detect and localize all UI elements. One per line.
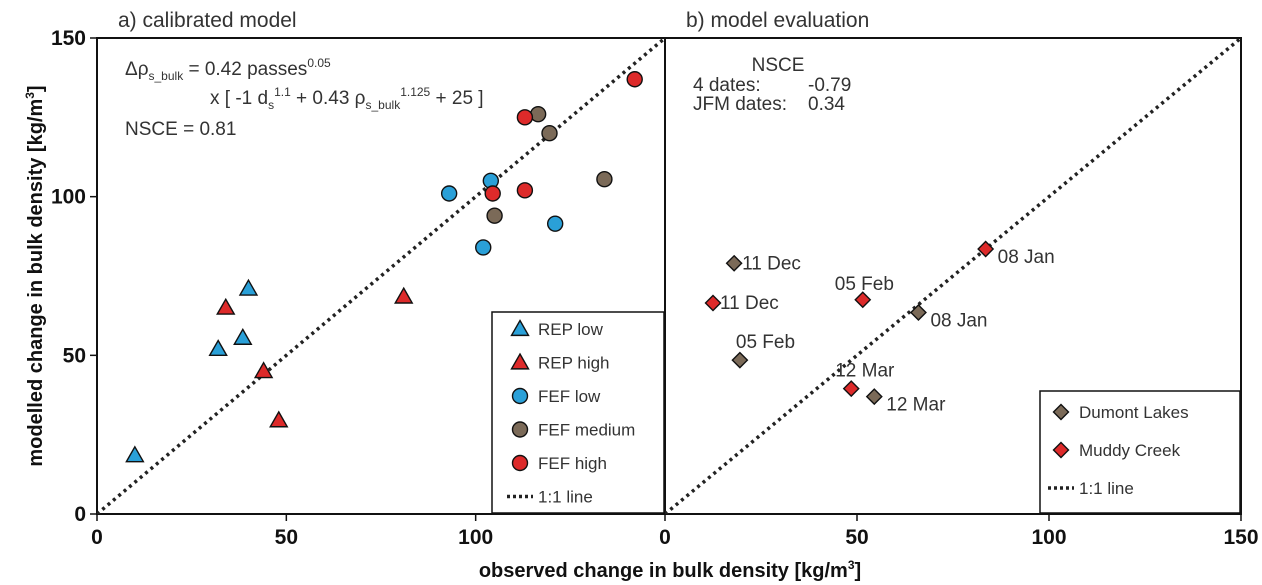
marker-fef-high bbox=[516, 109, 534, 126]
point-label: 08 Jan bbox=[930, 310, 987, 331]
marker-dumont-lakes bbox=[725, 254, 743, 272]
marker-fef-high bbox=[516, 182, 534, 199]
marker-fef-low bbox=[546, 215, 564, 232]
x-tick-label: 150 bbox=[1223, 526, 1258, 549]
x-tick-label: 0 bbox=[659, 526, 671, 549]
panel-b-nsce-row-1-label: 4 dates: bbox=[693, 75, 761, 96]
legend-label: Muddy Creek bbox=[1079, 441, 1181, 460]
marker-fef-low bbox=[475, 239, 492, 256]
marker-rep-low bbox=[238, 278, 259, 296]
marker-fef-medium bbox=[529, 105, 547, 123]
panel-b-legend: Dumont Lakes Muddy Creek 1:1 line bbox=[1039, 390, 1241, 514]
legend-label: Dumont Lakes bbox=[1079, 403, 1189, 422]
legend-label: FEF high bbox=[538, 454, 607, 473]
panel-b-nsce-row-2-value: 0.34 bbox=[808, 94, 845, 115]
legend-marker bbox=[511, 421, 529, 438]
panel-a-legend: REP low REP high FEF low FEF medium FEF high… bbox=[491, 311, 665, 514]
panel-a-equation-line-1: Δρs_bulk = 0.42 passes0.05 bbox=[125, 56, 331, 83]
panel-a-title: a) calibrated model bbox=[118, 9, 297, 32]
panel-b-title: b) model evaluation bbox=[686, 9, 869, 32]
x-tick-label: 100 bbox=[1031, 526, 1066, 549]
panel-a-legend-box bbox=[491, 311, 665, 514]
marker-muddy-creek bbox=[704, 294, 722, 312]
panel-b-nsce-row-1-value: -0.79 bbox=[808, 75, 851, 96]
marker-dumont-lakes bbox=[865, 388, 883, 406]
point-label: 08 Jan bbox=[998, 247, 1055, 268]
y-axis-title: modelled change in bulk density [kg/m3] bbox=[23, 85, 47, 466]
marker-dumont-lakes bbox=[909, 304, 927, 321]
marker-fef-low bbox=[440, 185, 458, 202]
marker-rep-low bbox=[208, 339, 228, 357]
legend-label: REP high bbox=[538, 354, 610, 373]
panel-b-frame bbox=[664, 37, 1242, 515]
legend-label: 1:1 line bbox=[1079, 479, 1134, 498]
panel-a-nsce: NSCE = 0.81 bbox=[125, 119, 236, 140]
marker-fef-high bbox=[626, 71, 643, 88]
marker-muddy-creek bbox=[842, 380, 860, 398]
y-tick-label: 150 bbox=[51, 27, 86, 50]
marker-rep-high bbox=[253, 361, 274, 379]
point-label: 12 Mar bbox=[886, 395, 946, 416]
legend-marker bbox=[1052, 441, 1070, 459]
panel-b-nsce-header: NSCE bbox=[752, 55, 805, 76]
panel-b-legend-box bbox=[1039, 390, 1241, 514]
panel-b-one-to-one-line bbox=[665, 38, 1241, 514]
marker-rep-high bbox=[216, 297, 236, 315]
legend-label: REP low bbox=[538, 320, 604, 339]
marker-fef-high bbox=[484, 185, 501, 202]
marker-rep-high bbox=[394, 286, 414, 304]
x-tick-label: 0 bbox=[91, 526, 103, 549]
point-label: 12 Mar bbox=[835, 361, 895, 382]
legend-label: FEF medium bbox=[538, 421, 635, 440]
legend-label: FEF low bbox=[538, 387, 601, 406]
point-label: 05 Feb bbox=[835, 274, 894, 295]
y-tick-label: 0 bbox=[74, 503, 86, 526]
marker-fef-medium bbox=[541, 124, 558, 142]
data-markers: 11 Dec 05 Feb 08 Jan 12 Mar 11 Dec 05 Feb 08 J… bbox=[125, 71, 1055, 463]
marker-dumont-lakes bbox=[731, 351, 749, 369]
legend-marker bbox=[511, 387, 529, 405]
x-tick-label: 50 bbox=[275, 526, 298, 549]
marker-muddy-creek bbox=[854, 291, 872, 309]
panel-a-one-to-one-line bbox=[97, 38, 665, 514]
legend-marker bbox=[510, 319, 530, 337]
panel-a-equation-line-2: x [ -1 ds1.1 + 0.43 ρs_bulk1.125 + 25 ] bbox=[210, 85, 484, 112]
marker-rep-high bbox=[269, 410, 289, 428]
x-tick-label: 100 bbox=[458, 526, 493, 549]
legend-marker bbox=[1052, 403, 1070, 421]
marker-fef-medium bbox=[596, 171, 613, 188]
marker-rep-low bbox=[125, 445, 145, 463]
x-axis-title: observed change in bulk density [kg/m3] bbox=[479, 558, 861, 582]
legend-marker bbox=[510, 352, 530, 370]
legend-label: 1:1 line bbox=[538, 488, 593, 507]
x-tick-label: 50 bbox=[845, 526, 868, 549]
marker-fef-medium bbox=[486, 207, 503, 224]
point-label: 11 Dec bbox=[720, 293, 779, 314]
axis-ticks: 0 50 100 150 0 50 100 0 50 100 150 bbox=[51, 27, 1259, 549]
marker-rep-low bbox=[233, 327, 253, 345]
point-label: 11 Dec bbox=[742, 253, 801, 274]
y-tick-label: 100 bbox=[51, 186, 86, 209]
marker-muddy-creek bbox=[977, 240, 995, 258]
legend-marker bbox=[511, 454, 529, 472]
panel-b-nsce-row-2-label: JFM dates: bbox=[693, 94, 787, 115]
y-tick-label: 50 bbox=[63, 344, 86, 367]
point-label: 05 Feb bbox=[736, 332, 795, 353]
